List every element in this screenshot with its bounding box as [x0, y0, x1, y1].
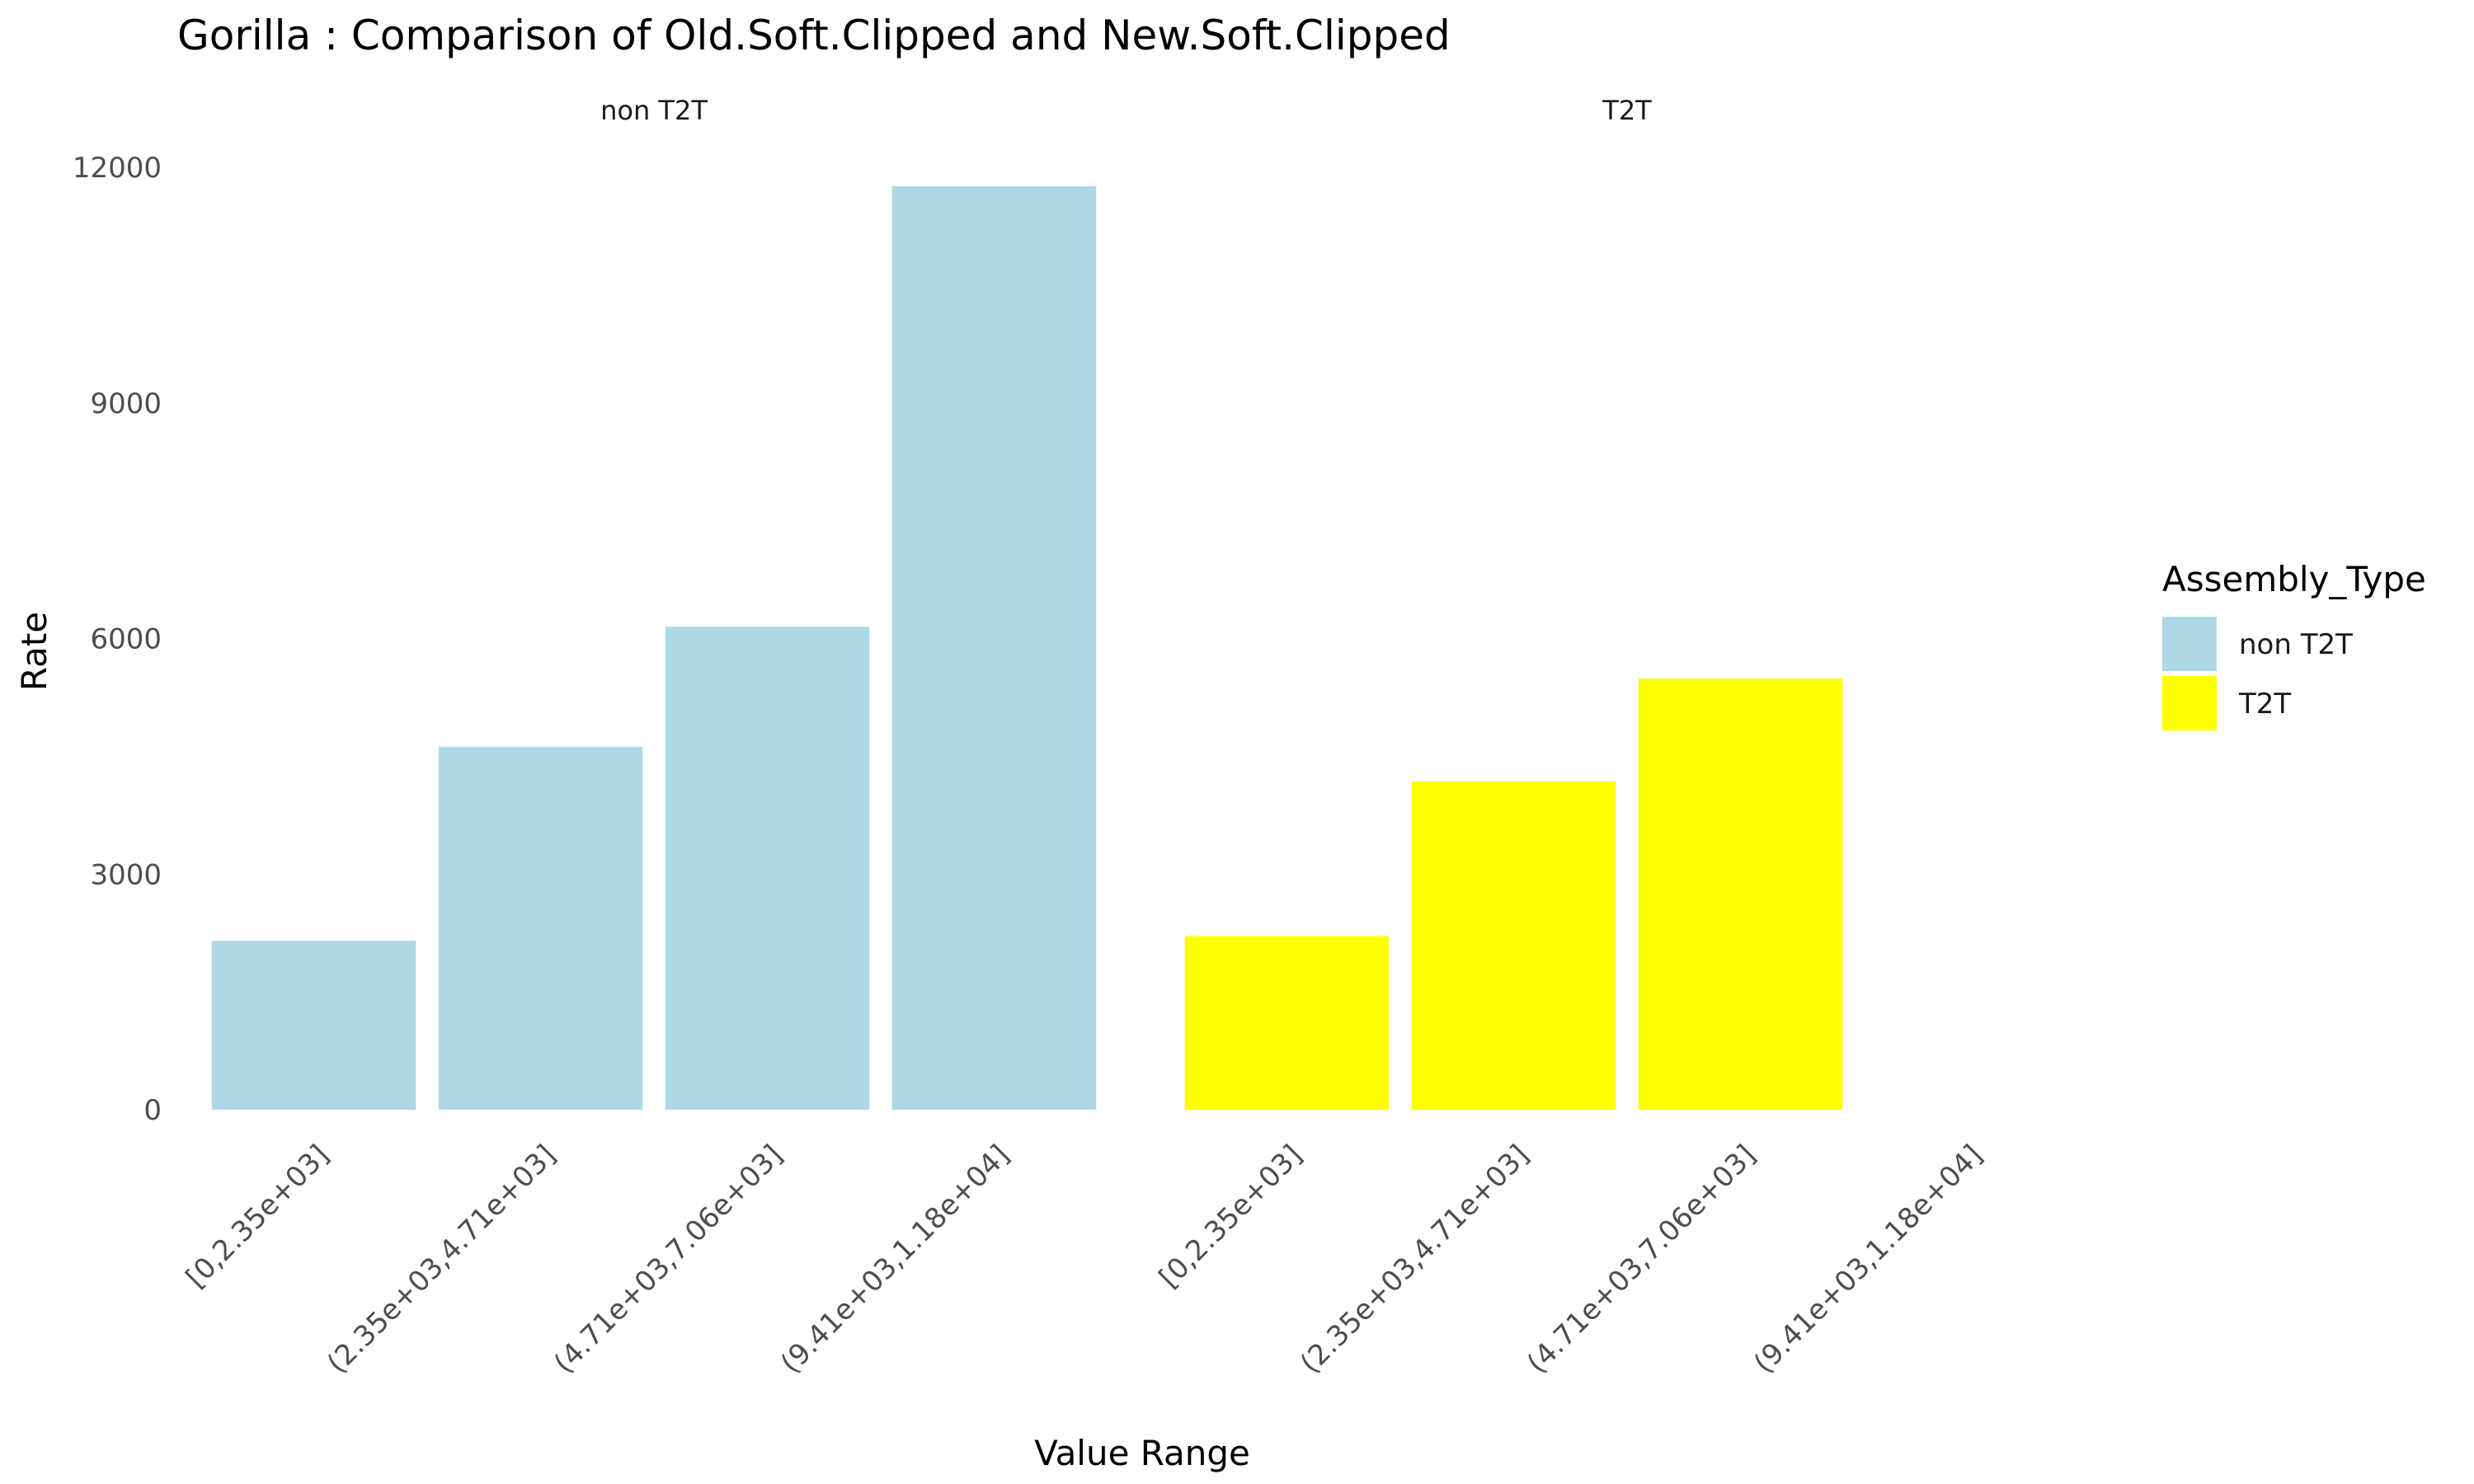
x-tick-label: (9.41e+03,1.18e+04] [774, 1139, 1016, 1380]
x-axis-title: Value Range [1034, 1433, 1250, 1473]
x-tick-label: (2.35e+03,4.71e+03] [321, 1139, 562, 1380]
facet-panel: non T2T [0,2.35e+03](2.35e+03,4.71e+03](4… [180, 95, 1097, 1380]
y-tick-label: 3000 [90, 858, 162, 891]
y-tick-label: 12000 [73, 152, 162, 185]
legend-title: Assembly_Type [2162, 559, 2426, 599]
x-tick-label: (9.41e+03,1.18e+04] [1747, 1139, 1989, 1380]
facets: non T2T[0,2.35e+03](2.35e+03,4.71e+03](4… [180, 95, 1989, 1380]
bar [665, 627, 870, 1110]
facet-strip-label: T2T [1602, 95, 1652, 126]
y-axis: 0 3000 6000 9000 12000 [73, 152, 162, 1127]
bar [438, 746, 643, 1110]
legend-swatch [2162, 617, 2217, 671]
bar [1411, 781, 1616, 1110]
y-tick-label: 0 [143, 1094, 162, 1127]
bar [891, 186, 1097, 1111]
y-tick-label: 9000 [90, 387, 162, 420]
legend-label: non T2T [2239, 628, 2353, 661]
bar [1638, 679, 1843, 1110]
y-tick-label: 6000 [90, 623, 162, 656]
facet-panel: T2T [0,2.35e+03](2.35e+03,4.71e+03](4.71e… [1153, 95, 1989, 1380]
facet-strip-label: non T2T [600, 95, 708, 126]
legend-swatch [2162, 676, 2217, 730]
y-axis-title: Rate [14, 612, 54, 691]
bar [1184, 936, 1390, 1110]
x-tick-label: (4.71e+03,7.06e+03] [1521, 1139, 1762, 1380]
legend: Assembly_Type non T2T T2T [2162, 559, 2426, 730]
chart-title: Gorilla : Comparison of Old.Soft.Clipped… [177, 12, 1451, 59]
x-tick-label: [0,2.35e+03] [180, 1139, 336, 1294]
bar [211, 941, 416, 1110]
x-tick-label: (2.35e+03,4.71e+03] [1294, 1139, 1536, 1380]
x-tick-label: [0,2.35e+03] [1153, 1139, 1309, 1294]
legend-label: T2T [2238, 688, 2291, 721]
x-tick-label: (4.71e+03,7.06e+03] [548, 1139, 789, 1380]
